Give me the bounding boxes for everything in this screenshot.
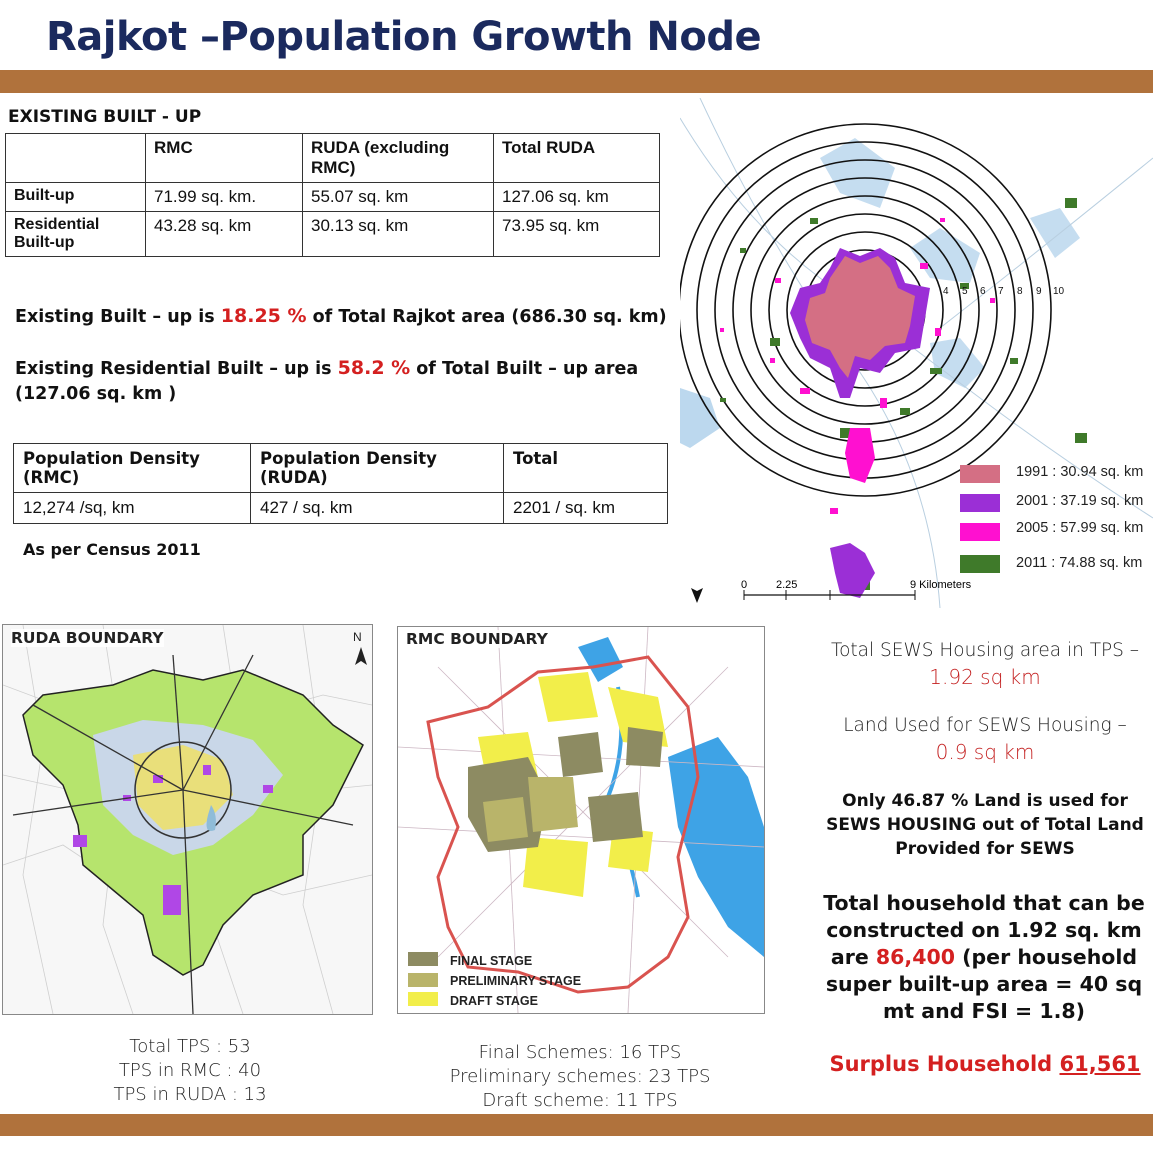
statement-text: of Total Built – up area (127.06 sq. km …	[15, 359, 639, 404]
statement-text: Existing Residential Built – up is	[15, 359, 338, 379]
builtup-percentage-value: 18.25 %	[220, 305, 307, 327]
scale-label: 0	[741, 579, 747, 591]
rmc-boundary-label: RMC BOUNDARY	[406, 630, 548, 648]
legend-label-1991: 1991 : 30.94 sq. km	[1016, 464, 1144, 480]
ring-label: 8	[1017, 286, 1023, 297]
sews-percent-text: Only 46.87 % Land is used for SEWS HOUSI…	[826, 791, 1144, 859]
sews-area-value: 1.92 sq km	[929, 665, 1041, 689]
row-label: Built-up	[5, 182, 146, 212]
north-arrow-icon: N	[353, 630, 367, 665]
header-total-ruda: Total RUDA	[493, 133, 660, 183]
scheme-final: Final Schemes: 16 TPS	[478, 1042, 682, 1063]
scale-label: 9 Kilometers	[910, 579, 972, 591]
ruda-map-graphic: N	[3, 625, 372, 1014]
scheme-draft: Draft scheme: 11 TPS	[482, 1090, 678, 1111]
header-density-total: Total	[503, 443, 668, 493]
legend-swatch-final	[408, 952, 438, 966]
scheme-preliminary: Preliminary schemes: 23 TPS	[449, 1066, 711, 1087]
table-row: Residential Built-up 43.28 sq. km 30.13 …	[5, 211, 660, 257]
ruda-boundary-map: N RUDA BOUNDARY	[2, 624, 373, 1015]
legend-label-2011: 2011 : 74.88 sq. km	[1016, 555, 1143, 571]
surplus-label: Surplus Household	[829, 1052, 1060, 1076]
header-density-ruda: Population Density (RUDA)	[250, 443, 504, 493]
legend-swatch-1991	[960, 465, 1000, 483]
header-density-rmc: Population Density (RMC)	[13, 443, 251, 493]
existing-builtup-heading: EXISTING BUILT - UP	[8, 107, 202, 127]
ring-label: 6	[980, 286, 986, 297]
cell-total: 73.95 sq. km	[493, 211, 660, 257]
rmc-map-graphic	[398, 627, 764, 1013]
census-note: As per Census 2011	[23, 540, 201, 559]
svg-text:N: N	[353, 630, 362, 644]
tps-rmc: TPS in RMC : 40	[118, 1060, 262, 1081]
page-title: Rajkot –Population Growth Node	[46, 14, 762, 60]
cell-rmc: 71.99 sq. km.	[145, 182, 303, 212]
ring-label: 7	[998, 286, 1004, 297]
cell-density-ruda: 427 / sq. km	[250, 492, 504, 524]
legend-label-2001: 2001 : 37.19 sq. km	[1016, 493, 1144, 509]
surplus-household: Surplus Household 61,561	[815, 1052, 1153, 1076]
builtup-table: RMC RUDA (excluding RMC) Total RUDA Buil…	[5, 133, 660, 257]
cell-density-total: 2201 / sq. km	[503, 492, 668, 524]
scale-label: 2.25	[776, 579, 797, 591]
scale-bar: 0 2.25 9 Kilometers	[741, 579, 972, 600]
table-header-row: RMC RUDA (excluding RMC) Total RUDA	[5, 133, 660, 183]
legend-label-final: FINAL STAGE	[450, 954, 533, 968]
household-value: 86,400	[875, 945, 955, 969]
surplus-value: 61,561	[1059, 1052, 1141, 1076]
residential-percentage-value: 58.2 %	[337, 357, 411, 379]
ring-distance-labels: 4 5 6 7 8 9 10	[943, 286, 1065, 297]
scheme-caption: Final Schemes: 16 TPS Preliminary scheme…	[430, 1041, 730, 1113]
residential-percentage-statement: Existing Residential Built – up is 58.2 …	[15, 356, 655, 407]
table-row: 12,274 /sq, km 427 / sq. km 2201 / sq. k…	[13, 492, 668, 524]
ring-label: 9	[1036, 286, 1042, 297]
north-arrow-icon	[691, 588, 703, 603]
rmc-boundary-map: RMC BOUNDARY FINAL STAGE PRELIMINARY STA…	[397, 626, 765, 1014]
sews-land-value: 0.9 sq km	[935, 740, 1035, 764]
ring-label: 4	[943, 286, 949, 297]
legend-swatch-2001	[960, 494, 1000, 512]
household-text: Total household that can be constructed …	[823, 891, 1145, 969]
header-ruda: RUDA (excluding RMC)	[302, 133, 494, 183]
tps-ruda: TPS in RUDA : 13	[113, 1084, 267, 1105]
household-block: Total household that can be constructed …	[815, 890, 1153, 1025]
cell-total: 127.06 sq. km	[493, 182, 660, 212]
sews-area-label: Total SEWS Housing area in TPS –	[830, 640, 1140, 661]
ruda-boundary-label: RUDA BOUNDARY	[11, 629, 164, 647]
bottom-divider-bar	[0, 1114, 1153, 1136]
sews-land-label: Land Used for SEWS Housing –	[843, 715, 1127, 736]
density-table: Population Density (RMC) Population Dens…	[13, 443, 668, 524]
household-text: (per household super built-up area = 40 …	[825, 945, 1143, 1023]
legend-swatch-2005	[960, 523, 1000, 541]
ring-label: 10	[1053, 286, 1065, 297]
table-corner-cell	[5, 133, 146, 183]
top-divider-bar	[0, 70, 1153, 93]
statement-text: Existing Built – up is	[15, 307, 221, 327]
cell-density-rmc: 12,274 /sq, km	[13, 492, 251, 524]
tps-caption: Total TPS : 53 TPS in RMC : 40 TPS in RU…	[80, 1035, 300, 1107]
tps-total: Total TPS : 53	[129, 1036, 251, 1057]
builtup-percentage-statement: Existing Built – up is 18.25 % of Total …	[15, 305, 667, 327]
sews-land-block: Land Used for SEWS Housing – 0.9 sq km	[785, 713, 1153, 765]
cell-ruda: 30.13 sq. km	[302, 211, 494, 257]
sews-area-block: Total SEWS Housing area in TPS – 1.92 sq…	[785, 638, 1153, 690]
legend-label-draft: DRAFT STAGE	[450, 994, 538, 1008]
table-row: Built-up 71.99 sq. km. 55.07 sq. km 127.…	[5, 182, 660, 212]
statement-text: of Total Rajkot area (686.30 sq. km)	[306, 307, 667, 327]
legend-swatch-draft	[408, 992, 438, 1006]
legend-label-2005: 2005 : 57.99 sq. km	[1016, 520, 1144, 536]
legend-swatch-preliminary	[408, 973, 438, 987]
legend-swatch-2011	[960, 555, 1000, 573]
cell-rmc: 43.28 sq. km	[145, 211, 303, 257]
cell-ruda: 55.07 sq. km	[302, 182, 494, 212]
table-header-row: Population Density (RMC) Population Dens…	[13, 443, 668, 493]
header-rmc: RMC	[145, 133, 303, 183]
row-label: Residential Built-up	[5, 211, 146, 257]
legend-label-preliminary: PRELIMINARY STAGE	[450, 974, 582, 988]
ring-label: 5	[962, 286, 968, 297]
growth-ring-map-graphic: 4 5 6 7 8 9 10 0 2.25 9 Kilometers	[678, 97, 1153, 609]
growth-ring-map: 4 5 6 7 8 9 10 0 2.25 9 Kilometers 1991 …	[678, 97, 1153, 609]
